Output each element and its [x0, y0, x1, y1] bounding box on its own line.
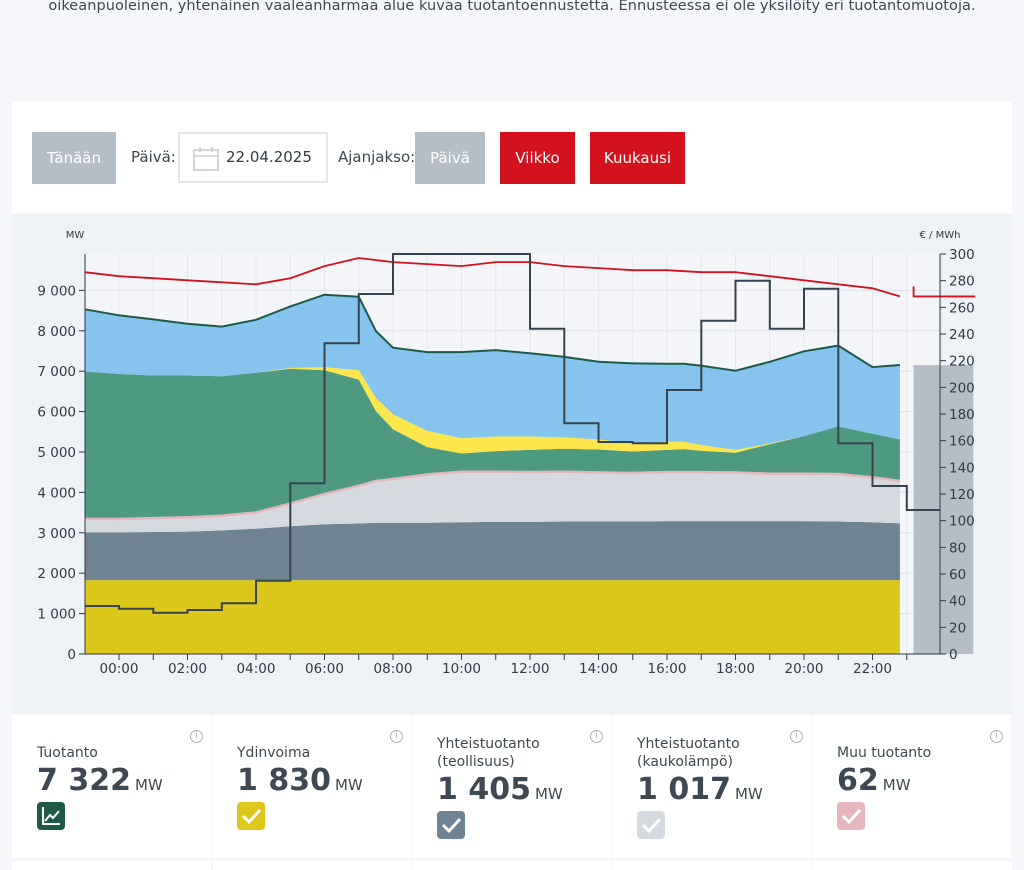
total-production-line: [84, 293, 900, 372]
right-tick-label: 220: [949, 354, 975, 370]
intro-text: oikeanpuoleinen, yhtenäinen vaaleanharma…: [48, 0, 976, 14]
info-icon[interactable]: i: [590, 730, 603, 743]
card-title: Yhteistuotanto (teollisuus): [437, 736, 540, 770]
area-series-6: [84, 294, 900, 450]
area-series-2: [84, 473, 900, 533]
card-value: 1 405 MW: [437, 772, 563, 807]
period-week-button[interactable]: Viikko: [500, 132, 575, 184]
right-tick-label: 240: [949, 327, 975, 343]
left-tick-label: 5 000: [37, 445, 76, 461]
area-series-4: [84, 368, 900, 518]
right-tick-label: 0: [949, 647, 958, 663]
left-tick-label: 6 000: [37, 405, 76, 421]
right-tick-label: 180: [949, 407, 975, 423]
right-tick-label: 20: [949, 620, 966, 636]
right-tick-label: 200: [949, 380, 975, 396]
x-tick-label: 04:00: [237, 661, 276, 677]
x-tick-label: 00:00: [100, 661, 139, 677]
summary-card: Yhteistuotanto (kaukolämpö) 1 017 MW i: [612, 715, 811, 858]
period-day-button[interactable]: Päivä: [415, 132, 485, 184]
right-tick-label: 140: [949, 460, 975, 476]
card-title: Muu tuotanto: [837, 745, 932, 761]
x-tick-label: 10:00: [442, 661, 481, 677]
right-tick-label: 40: [949, 594, 966, 610]
left-tick-label: 3 000: [37, 526, 76, 542]
period-month-button[interactable]: Kuukausi: [590, 132, 685, 184]
area-series-0: [84, 580, 900, 654]
card-title: Tuotanto: [37, 745, 98, 761]
consumption-line: [84, 257, 901, 298]
line-chart-icon: [37, 802, 65, 830]
left-axis-unit: MW: [66, 230, 85, 241]
check-icon: [437, 811, 465, 839]
x-tick-label: 02:00: [168, 661, 207, 677]
x-tick-label: 06:00: [305, 661, 344, 677]
check-icon: [837, 802, 865, 830]
right-tick-label: 260: [949, 300, 975, 316]
right-axis-unit: € / MWh: [920, 230, 961, 241]
left-tick-label: 9 000: [37, 283, 76, 299]
calendar-icon: [193, 147, 219, 171]
today-button[interactable]: Tänään: [32, 132, 116, 184]
x-tick-label: 22:00: [853, 661, 892, 677]
summary-card: Ydinvoima 1 830 MW i: [212, 715, 411, 858]
card-value-number: 1 830: [237, 763, 331, 798]
card-value-unit: MW: [134, 776, 163, 794]
card-value-unit: MW: [334, 776, 363, 794]
card-value: 7 322 MW: [37, 763, 163, 798]
right-tick-label: 300: [949, 247, 975, 263]
card-title: Ydinvoima: [237, 745, 311, 761]
price-line: [85, 253, 940, 614]
info-icon[interactable]: i: [790, 730, 803, 743]
right-tick-label: 280: [949, 274, 975, 290]
cards-next-row: [12, 859, 1012, 870]
card-value-unit: MW: [882, 776, 911, 794]
check-icon: [237, 802, 265, 830]
right-tick-label: 120: [949, 487, 975, 503]
card-value-number: 62: [837, 763, 879, 798]
x-tick-label: 14:00: [579, 661, 618, 677]
card-value-number: 7 322: [37, 763, 131, 798]
chart-svg: 0 1 000 2 000 3 000 4 000 5 000 6 000 7 000 8 00…: [37, 230, 976, 677]
info-icon[interactable]: i: [190, 730, 203, 743]
x-tick-label: 20:00: [785, 661, 824, 677]
x-tick-label: 16:00: [648, 661, 687, 677]
summary-card: Muu tuotanto 62 MW i: [812, 715, 1011, 858]
x-tick-label: 08:00: [374, 661, 413, 677]
right-tick-label: 160: [949, 434, 975, 450]
card-value: 1 830 MW: [237, 763, 363, 798]
card-value-unit: MW: [534, 785, 563, 803]
info-icon[interactable]: i: [390, 730, 403, 743]
date-label: Päivä:: [131, 148, 176, 166]
left-tick-label: 4 000: [37, 485, 76, 501]
right-tick-label: 60: [949, 567, 966, 583]
consumption-forecast-line: [912, 286, 976, 298]
date-picker[interactable]: 22.04.2025: [178, 132, 328, 183]
right-tick-label: 100: [949, 514, 975, 530]
card-value-number: 1 405: [437, 772, 531, 807]
left-tick-label: 1 000: [37, 607, 76, 623]
check-icon: [637, 811, 665, 839]
left-tick-label: 7 000: [37, 364, 76, 380]
right-tick-label: 80: [949, 540, 966, 556]
x-tick-label: 18:00: [716, 661, 755, 677]
card-value-unit: MW: [734, 785, 763, 803]
card-value: 1 017 MW: [637, 772, 763, 807]
left-tick-label: 2 000: [37, 566, 76, 582]
production-chart: 0 1 000 2 000 3 000 4 000 5 000 6 000 7 000 8 00…: [12, 214, 1012, 714]
left-tick-label: 8 000: [37, 324, 76, 340]
x-tick-label: 12:00: [511, 661, 550, 677]
card-value: 62 MW: [837, 763, 911, 798]
info-icon[interactable]: i: [990, 730, 1003, 743]
card-title: Yhteistuotanto (kaukolämpö): [637, 736, 740, 770]
controls-panel: Tänään Päivä: 22.04.2025 Ajanjakso: Päiv…: [12, 102, 1012, 213]
summary-card: Yhteistuotanto (teollisuus) 1 405 MW i: [412, 715, 611, 858]
card-value-number: 1 017: [637, 772, 731, 807]
left-tick-label: 0: [67, 647, 76, 663]
date-value: 22.04.2025: [226, 148, 312, 166]
summary-cards: Tuotanto 7 322 MW i Ydinvoima 1 830 MW i Yhteist…: [12, 715, 1012, 870]
area-series-1: [84, 521, 900, 581]
summary-card: Tuotanto 7 322 MW i: [12, 715, 211, 858]
period-label: Ajanjakso:: [338, 148, 416, 166]
